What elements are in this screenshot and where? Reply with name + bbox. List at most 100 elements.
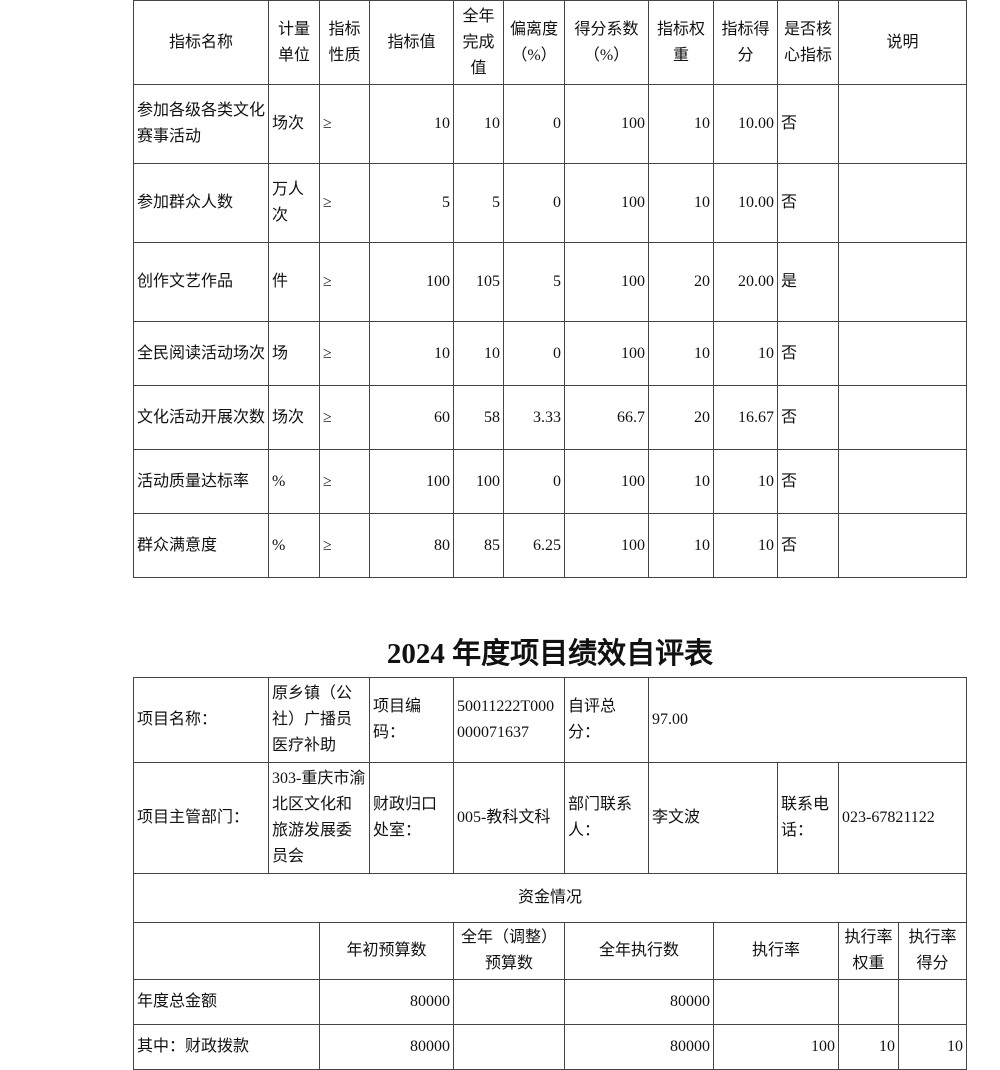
table-cell: % (268, 513, 320, 578)
table-cell: 80000 (564, 1024, 714, 1070)
table-cell: 66.7 (564, 385, 649, 450)
table-cell: 10 (369, 84, 454, 164)
table-cell (838, 242, 967, 322)
table-cell: 100 (369, 449, 454, 514)
table-cell: 10 (648, 449, 714, 514)
page-title: 2024 年度项目绩效自评表 (386, 638, 714, 670)
table-row: 全民阅读活动场次场 ≥10 10 0 100 10 10 否 (133, 321, 967, 386)
table-cell: 参加各级各类文化赛事活动 (133, 84, 269, 164)
table-cell: 100 (564, 163, 649, 243)
table-cell: % (268, 449, 320, 514)
table-row: 创作文艺作品件 ≥100 105 5 100 20 20.00 是 (133, 242, 967, 322)
table-cell: ≥ (319, 321, 370, 386)
table-cell: 20 (648, 385, 714, 450)
table-cell: ≥ (319, 449, 370, 514)
table-cell: 100 (564, 84, 649, 164)
phone-label: 联系电话： (777, 762, 839, 874)
finance-label: 财政归口处室： (369, 762, 454, 874)
table-row: 文化活动开展次数 场次 ≥60 58 3.33 66.7 20 16.67 否 (133, 385, 967, 450)
table-cell: 件 (268, 242, 320, 322)
header-row: 指标名称 计量单位 指标性质 指标值 全年完成值 偏离度（%） 得分系数（%） 指标权重 指标得… (133, 0, 967, 85)
table-cell: 否 (777, 321, 839, 386)
table-cell (838, 449, 967, 514)
column-header: 全年（调整）预算数 (453, 922, 565, 980)
table-cell: 10.00 (713, 84, 778, 164)
table-cell: 万人次 (268, 163, 320, 243)
table-cell: 16.67 (713, 385, 778, 450)
table-cell: ≥ (319, 513, 370, 578)
table-cell: 场次 (268, 84, 320, 164)
column-header: 年初预算数 (319, 922, 454, 980)
table-cell (897, 979, 968, 1025)
table-cell: 群众满意度 (133, 513, 269, 578)
table-cell: 10 (648, 84, 714, 164)
table-cell: 100 (564, 321, 649, 386)
table-cell: 年度总金额 (133, 979, 320, 1025)
table-cell (453, 1024, 565, 1070)
column-header: 指标名称 (133, 0, 269, 85)
table-cell: 0 (503, 163, 565, 243)
funds-table: 资金情况 年初预算数 全年（调整）预算数 全年执行数 执行率 执行率权重 执行率得分 年度总… (132, 873, 968, 1070)
contact-label: 部门联系人： (564, 762, 649, 874)
table-cell: 否 (777, 84, 839, 164)
column-header: 执行率 (713, 922, 839, 980)
column-header: 计量单位 (268, 0, 320, 85)
funds-section-title: 资金情况 (132, 873, 968, 923)
column-header: 全年执行数 (564, 922, 714, 980)
dept-value: 303-重庆市渝北区文化和旅游发展委员会 (268, 762, 370, 874)
table-cell: 是 (777, 242, 839, 322)
table-cell: ≥ (319, 385, 370, 450)
dept-label: 项目主管部门： (133, 762, 269, 874)
table-cell: 85 (453, 513, 504, 578)
table-cell: 10 (453, 321, 504, 386)
table-cell: 5 (503, 242, 565, 322)
project-code-label: 项目编码： (369, 677, 454, 763)
column-header: 指标权重 (648, 0, 714, 85)
column-header: 偏离度（%） (503, 0, 565, 85)
table-cell: 场 (268, 321, 320, 386)
table-cell: 否 (777, 163, 839, 243)
table-cell: 20.00 (713, 242, 778, 322)
table-cell: 5 (453, 163, 504, 243)
table-cell: 10 (897, 1024, 968, 1070)
table-cell: 创作文艺作品 (133, 242, 269, 322)
table-cell: 10 (648, 321, 714, 386)
table-cell: 3.33 (503, 385, 565, 450)
funds-row: 年度总金额 80000 80000 (133, 979, 968, 1025)
table-cell: 参加群众人数 (133, 163, 269, 243)
column-header: 说明 (838, 0, 967, 85)
table-cell: 80000 (564, 979, 714, 1025)
table-cell: 100 (713, 1024, 839, 1070)
column-header: 是否核心指标 (777, 0, 839, 85)
column-header: 指标值 (369, 0, 454, 85)
table-cell: 否 (777, 385, 839, 450)
table-cell: 20 (648, 242, 714, 322)
finance-value: 005-教科文科 (453, 762, 565, 874)
project-code: 50011222T000000071637 (453, 677, 565, 763)
column-header: 指标得分 (713, 0, 778, 85)
column-header: 指标性质 (319, 0, 370, 85)
table-cell: 全民阅读活动场次 (133, 321, 269, 386)
table-cell: 否 (777, 513, 839, 578)
table-cell: 否 (777, 449, 839, 514)
table-cell: 文化活动开展次数 (133, 385, 269, 450)
column-header: 执行率权重 (838, 922, 899, 980)
table-cell: 10 (369, 321, 454, 386)
table-cell: 100 (564, 513, 649, 578)
table-cell: 其中：财政拨款 (133, 1024, 320, 1070)
table-cell: 100 (453, 449, 504, 514)
table-cell: 10 (838, 1024, 899, 1070)
table-cell: 80000 (319, 1024, 454, 1070)
project-info-table: 项目名称： 原乡镇（公社）广播员医疗补助 项目编码： 50011222T0000… (133, 677, 968, 874)
table-cell: 10 (713, 513, 778, 578)
table-row: 参加各级各类文化赛事活动 场次 ≥10 10 0 100 10 10.00 否 (133, 84, 967, 164)
table-row: 活动质量达标率% ≥100 100 0 100 10 10 否 (133, 449, 967, 514)
project-name-label: 项目名称： (133, 677, 269, 763)
table-cell: ≥ (319, 163, 370, 243)
table-row: 参加群众人数 万人次 ≥5 5 0 100 10 10.00 否 (133, 163, 967, 243)
table-cell: 10 (713, 449, 778, 514)
table-cell: 活动质量达标率 (133, 449, 269, 514)
table-cell (838, 513, 967, 578)
table-cell: 10 (648, 163, 714, 243)
table-cell: 80000 (319, 979, 454, 1025)
